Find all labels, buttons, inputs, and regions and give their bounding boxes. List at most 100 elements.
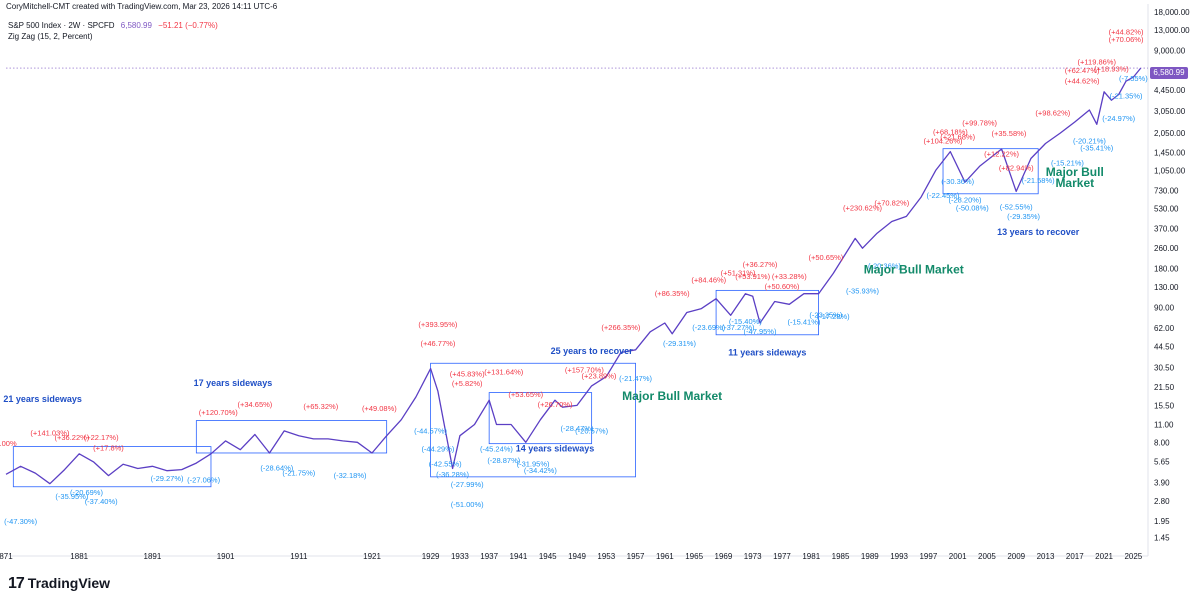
zigzag-up-label: (+119.86%)	[1078, 58, 1117, 67]
zigzag-up-label: (+36.22%)	[54, 433, 89, 442]
y-tick-label: 90.00	[1154, 303, 1175, 312]
x-tick-label: 2017	[1066, 552, 1084, 561]
y-tick-label: 2.80	[1154, 497, 1170, 506]
y-tick-label: 260.00	[1154, 244, 1179, 253]
consolidation-box	[430, 362, 636, 478]
y-tick-label: 15.50	[1154, 401, 1175, 410]
chart-annotation: 14 years sideways	[516, 443, 595, 453]
y-tick-label: 30.50	[1154, 364, 1175, 373]
zigzag-up-label: (+65.32%)	[303, 402, 338, 411]
y-tick-label: 9,000.00	[1154, 47, 1186, 56]
x-tick-label: 1953	[597, 552, 615, 561]
consolidation-box	[942, 148, 1039, 195]
legend-symbol[interactable]: S&P 500 Index · 2W · SPCFD	[8, 21, 115, 30]
x-tick-label: 2001	[949, 552, 967, 561]
zigzag-up-label: (+157.70%)	[565, 365, 604, 374]
y-tick-label: 730.00	[1154, 187, 1179, 196]
zigzag-down-label: (-31.95%)	[517, 459, 550, 468]
zigzag-down-label: (-50.08%)	[956, 204, 989, 213]
zigzag-down-label: (-35.95%)	[55, 492, 88, 501]
zigzag-up-label: (+46.77%)	[421, 339, 456, 348]
zigzag-down-label: (-47.95%)	[744, 327, 777, 336]
tradingview-logo-text: TradingView	[27, 575, 111, 591]
zigzag-up-label: (+99.78%)	[962, 118, 997, 127]
zigzag-down-label: (-15.40%)	[729, 317, 762, 326]
zigzag-up-label: (+84.46%)	[691, 276, 726, 285]
x-tick-label: 1911	[290, 552, 308, 561]
zigzag-down-label: (-37.27%)	[722, 323, 755, 332]
zigzag-up-label: (+53.91%)	[735, 272, 770, 281]
zigzag-down-label: (-15.21%)	[1051, 158, 1084, 167]
y-tick-label: 5.65	[1154, 458, 1170, 467]
zigzag-down-label: (-21.58%)	[1022, 176, 1055, 185]
zigzag-up-label: (+266.35%)	[601, 323, 640, 332]
y-tick-label: 370.00	[1154, 225, 1179, 234]
y-tick-label: 18,000.00	[1154, 8, 1190, 17]
zigzag-down-label: (-29.31%)	[663, 339, 696, 348]
x-tick-label: 1969	[715, 552, 733, 561]
zigzag-down-label: (-35.41%)	[1080, 144, 1113, 153]
x-tick-label: 2013	[1037, 552, 1055, 561]
chart-annotation: 17 years sideways	[194, 378, 273, 388]
x-tick-label: 1961	[656, 552, 674, 561]
x-tick-label: 1901	[217, 552, 235, 561]
zigzag-down-label: (-37.40%)	[85, 497, 118, 506]
y-tick-label: 130.00	[1154, 283, 1179, 292]
x-tick-label: 1993	[890, 552, 908, 561]
zigzag-down-label: (-23.25%)	[809, 310, 842, 319]
zigzag-up-label: (+98.62%)	[1035, 109, 1070, 118]
chart-annotation: 25 years to recover	[551, 346, 634, 356]
zigzag-down-label: (-24.97%)	[1102, 114, 1135, 123]
x-tick-label: 1977	[773, 552, 791, 561]
x-tick-label: 1965	[685, 552, 703, 561]
zigzag-up-label: (+5.82%)	[452, 379, 483, 388]
x-tick-label: 1985	[832, 552, 850, 561]
chart-annotation: 13 years to recover	[997, 227, 1080, 237]
zigzag-down-label: (-36.28%)	[436, 470, 469, 479]
tradingview-logo[interactable]: 17 TradingView	[8, 575, 110, 593]
y-tick-label: 21.50	[1154, 383, 1175, 392]
y-tick-label: 1.95	[1154, 517, 1170, 526]
zigzag-down-label: (-52.55%)	[1000, 203, 1033, 212]
consolidation-box	[488, 392, 593, 445]
chart-annotation: 11 years sideways	[728, 347, 806, 357]
zigzag-down-label: (-44.57%)	[414, 426, 447, 435]
legend-indicator[interactable]: Zig Zag (15, 2, Percent)	[8, 32, 93, 41]
zigzag-down-label: (-20.69%)	[70, 488, 103, 497]
chart-annotation: Major Bull	[1046, 165, 1104, 179]
zigzag-down-label: (-34.42%)	[524, 466, 557, 475]
zigzag-down-label: (-15.41%)	[787, 318, 820, 327]
zigzag-down-label: (-44.29%)	[421, 444, 454, 453]
zigzag-up-label: (+44.62%)	[1065, 76, 1100, 85]
zigzag-up-label: (+36.27%)	[743, 260, 778, 269]
zigzag-up-label: (+23.89%)	[582, 372, 617, 381]
y-tick-label: 1.45	[1154, 533, 1170, 542]
zigzag-up-label: (+50.65%)	[808, 253, 843, 262]
zigzag-down-label: (-32.18%)	[334, 471, 367, 480]
zigzag-down-label: (-20.36%)	[868, 262, 901, 271]
zigzag-up-label: (+33.28%)	[772, 272, 807, 281]
x-tick-label: 1891	[144, 552, 162, 561]
x-tick-label: 1957	[627, 552, 645, 561]
y-tick-label: 180.00	[1154, 265, 1179, 274]
legend-symbol-row[interactable]: S&P 500 Index · 2W · SPCFD 6,580.99 −51.…	[8, 20, 218, 31]
y-tick-label: 11.00	[1154, 421, 1174, 430]
zigzag-down-label: (-22.45%)	[927, 191, 960, 200]
zigzag-up-label: (+70.82%)	[874, 198, 909, 207]
y-tick-label: 62.00	[1154, 324, 1175, 333]
x-tick-label: 1937	[480, 552, 498, 561]
zigzag-down-label: (-21.47%)	[619, 374, 652, 383]
zigzag-up-label: (+131.64%)	[484, 367, 523, 376]
zigzag-down-label: (-28.87%)	[487, 456, 520, 465]
x-tick-label: 1949	[568, 552, 586, 561]
price-series-line	[5, 67, 1142, 485]
zigzag-down-label: (-20.21%)	[1073, 137, 1106, 146]
y-tick-label: 2,050.00	[1154, 129, 1186, 138]
zigzag-up-label: (+86.35%)	[655, 289, 690, 298]
zigzag-down-label: (-35.93%)	[846, 287, 879, 296]
zigzag-up-label: 0.00%	[0, 439, 17, 448]
zigzag-down-label: (-21.35%)	[1110, 92, 1143, 101]
x-tick-label: 1989	[861, 552, 879, 561]
zigzag-up-label: (+17.8%)	[93, 443, 124, 452]
